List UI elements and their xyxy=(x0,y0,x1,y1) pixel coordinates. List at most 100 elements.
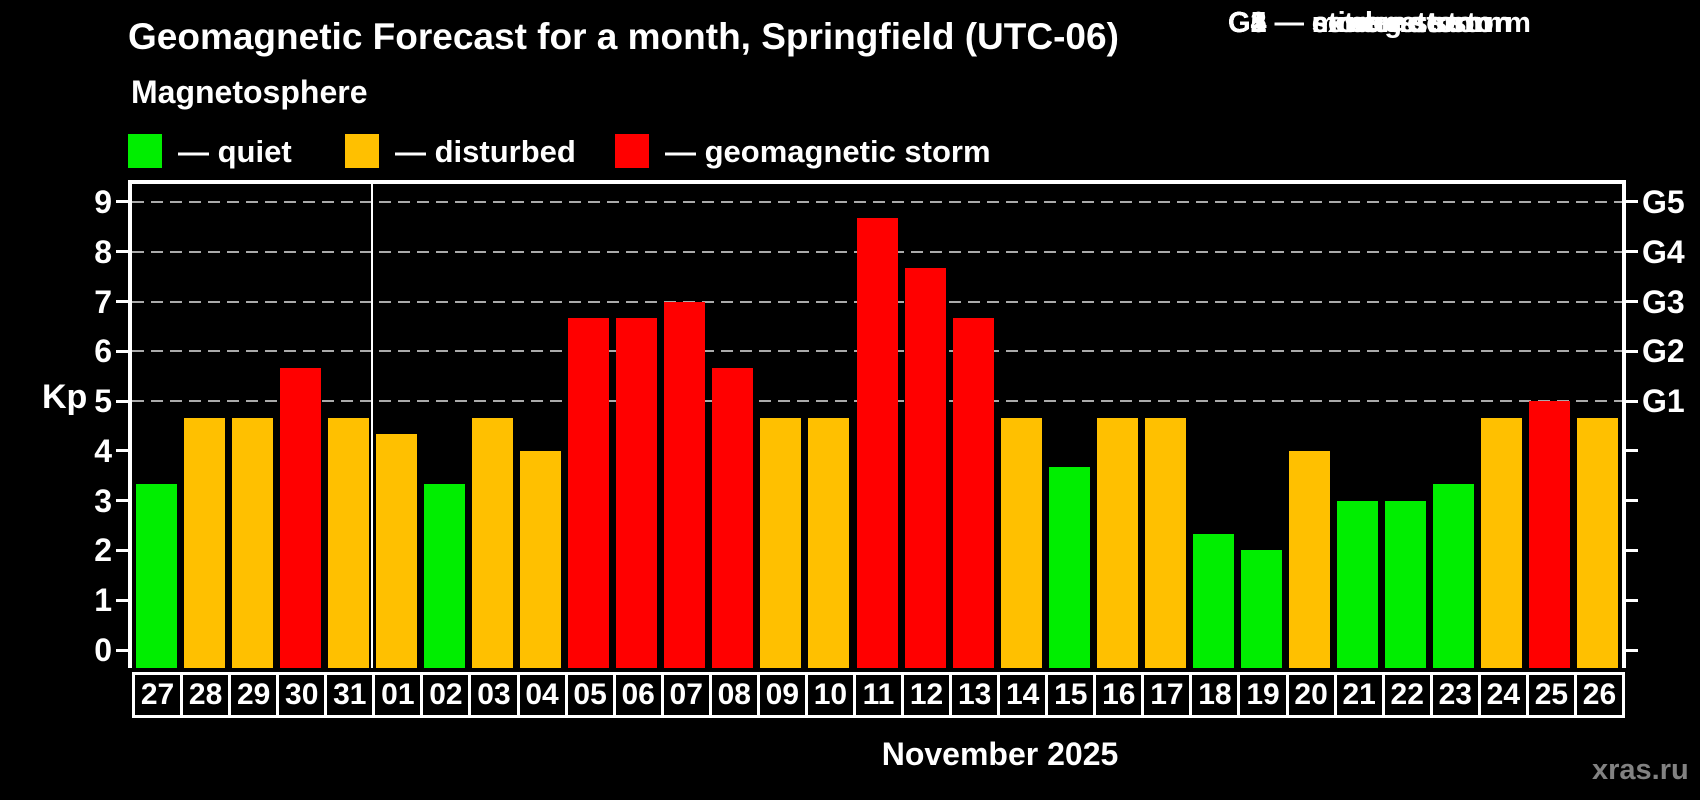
right-axis-tick xyxy=(1626,250,1638,254)
right-axis-g-label: G4 xyxy=(1642,233,1685,270)
right-axis-tick xyxy=(1626,300,1638,304)
kp-bar xyxy=(135,484,177,668)
day-label: 02 xyxy=(420,672,472,718)
day-label: 04 xyxy=(516,672,568,718)
day-label: 29 xyxy=(228,672,280,718)
right-axis-tick xyxy=(1626,200,1638,204)
legend-swatch-quiet xyxy=(128,134,162,168)
kp-bar xyxy=(423,484,465,668)
day-label: 20 xyxy=(1285,672,1337,718)
kp-bar xyxy=(712,367,754,668)
y-axis-tick xyxy=(116,449,128,453)
kp-bar xyxy=(1385,500,1427,668)
kp-bar xyxy=(664,301,706,668)
kp-bar xyxy=(327,417,369,668)
day-label: 22 xyxy=(1381,672,1433,718)
y-axis-tick xyxy=(116,300,128,304)
y-axis-tick xyxy=(116,548,128,552)
kp-bar xyxy=(952,317,994,668)
y-axis-tick xyxy=(116,200,128,204)
kp-bar xyxy=(279,367,321,668)
right-axis-g-label: G5 xyxy=(1642,183,1685,220)
day-label: 01 xyxy=(372,672,424,718)
kp-bar xyxy=(1048,467,1090,668)
right-axis-g-label: G2 xyxy=(1642,333,1685,370)
kp-bar xyxy=(1529,401,1571,668)
day-label: 14 xyxy=(997,672,1049,718)
chart-title: Geomagnetic Forecast for a month, Spring… xyxy=(128,16,1119,57)
day-label: 17 xyxy=(1141,672,1193,718)
y-axis-title: Kp xyxy=(42,378,88,416)
day-label: 21 xyxy=(1333,672,1385,718)
kp-bar xyxy=(520,450,562,668)
y-axis-tick-label: 4 xyxy=(94,432,112,469)
y-axis-tick-label: 5 xyxy=(94,383,112,420)
day-label: 30 xyxy=(276,672,328,718)
day-label: 25 xyxy=(1525,672,1577,718)
y-axis-tick xyxy=(116,648,128,652)
kp-bar xyxy=(808,417,850,668)
watermark: xras.ru xyxy=(1592,754,1689,786)
day-label: 28 xyxy=(180,672,232,718)
kp-bar xyxy=(1481,417,1523,668)
y-axis-tick-label: 3 xyxy=(94,482,112,519)
y-axis-tick-label: 7 xyxy=(94,283,112,320)
kp-bar xyxy=(1144,417,1186,668)
kp-bar xyxy=(375,434,417,668)
kp-bar xyxy=(471,417,513,668)
right-axis-tick xyxy=(1626,449,1638,453)
kp-bar xyxy=(1241,550,1283,668)
y-axis-tick-label: 9 xyxy=(94,183,112,220)
g-scale-legend-item: G3 — strong storm xyxy=(1228,7,1491,39)
day-label: 19 xyxy=(1237,672,1289,718)
kp-bar xyxy=(1433,484,1475,668)
kp-bar xyxy=(183,417,225,668)
y-axis-tick-label: 6 xyxy=(94,333,112,370)
legend-label-disturbed: — disturbed xyxy=(395,134,576,169)
g-scale-legend-item: G2 — moderate storm xyxy=(1228,7,1531,39)
g-scale-legend-item: G5 — extreme storm xyxy=(1228,7,1512,39)
day-label: 10 xyxy=(804,672,856,718)
y-axis-tick-label: 1 xyxy=(94,582,112,619)
legend-label-quiet: — quiet xyxy=(178,134,292,169)
kp-bar xyxy=(1337,500,1379,668)
day-label: 09 xyxy=(756,672,808,718)
legend-label-storm: — geomagnetic storm xyxy=(665,134,991,169)
day-label: 05 xyxy=(564,672,616,718)
y-axis-tick-label: 0 xyxy=(94,632,112,668)
y-axis-tick-label: 2 xyxy=(94,532,112,569)
kp-bar xyxy=(760,417,802,668)
kp-bar xyxy=(1000,417,1042,668)
kp-bar xyxy=(1289,450,1331,668)
kp-bar xyxy=(231,417,273,668)
day-label: 26 xyxy=(1573,672,1625,718)
kp-bar xyxy=(1096,417,1138,668)
kp-bar xyxy=(856,218,898,668)
right-axis-g-label: G3 xyxy=(1642,283,1685,320)
month-separator-line xyxy=(371,184,374,668)
x-axis-title: November 2025 xyxy=(881,736,1119,772)
day-label: 12 xyxy=(901,672,953,718)
g-scale-legend-item: G1 — minor storm xyxy=(1228,7,1481,39)
kp-bar xyxy=(568,317,610,668)
day-label: 03 xyxy=(468,672,520,718)
right-axis-tick xyxy=(1626,648,1638,652)
y-axis-tick xyxy=(116,499,128,503)
kp-bar xyxy=(1577,417,1619,668)
y-axis-tick xyxy=(116,399,128,403)
g-scale-legend-item: G4 — severe storm xyxy=(1228,7,1493,39)
right-axis-tick xyxy=(1626,399,1638,403)
y-axis-tick xyxy=(116,250,128,254)
kp-bar xyxy=(616,317,658,668)
right-axis-tick xyxy=(1626,598,1638,602)
day-label: 06 xyxy=(612,672,664,718)
kp-bar xyxy=(1192,534,1234,668)
y-axis-tick xyxy=(116,349,128,353)
legend-swatch-disturbed xyxy=(345,134,379,168)
right-axis-tick xyxy=(1626,499,1638,503)
day-label: 24 xyxy=(1477,672,1529,718)
day-label: 11 xyxy=(852,672,905,718)
kp-bar xyxy=(904,268,946,668)
right-axis-tick xyxy=(1626,349,1638,353)
